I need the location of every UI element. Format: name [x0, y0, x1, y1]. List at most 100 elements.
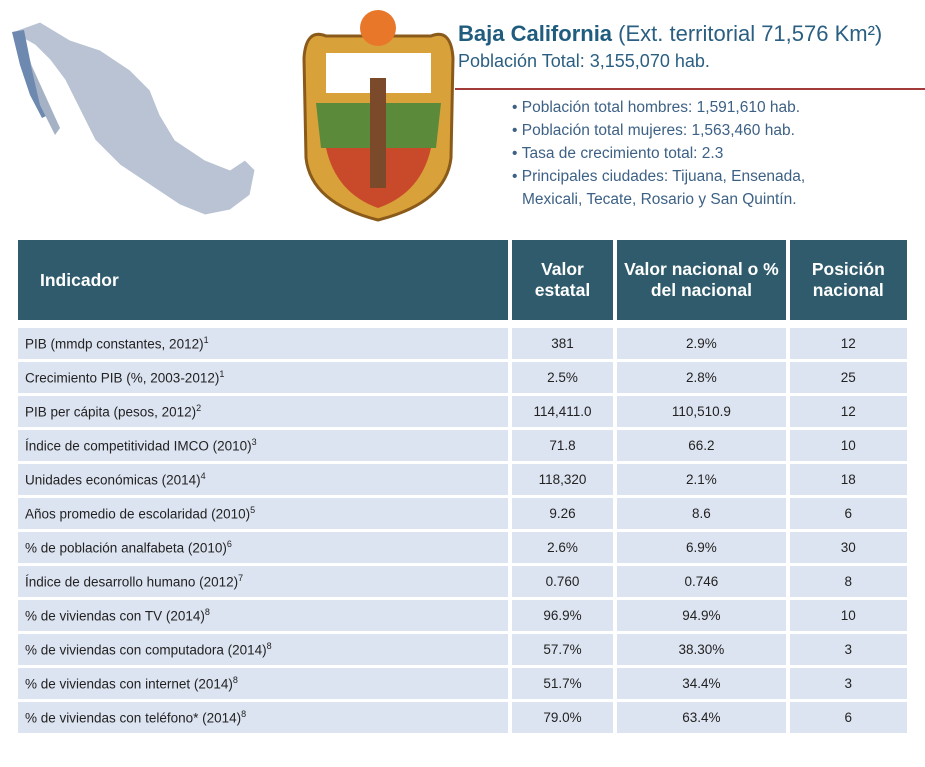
value-cell: 63.4% — [617, 702, 786, 733]
value-cell: 8.6 — [617, 498, 786, 529]
value-cell: 6 — [789, 498, 907, 529]
value-cell: 51.7% — [511, 668, 614, 699]
table-row: % de viviendas con TV (2014)8 96.9% 94.9% 1… — [18, 600, 907, 631]
value-cell: 12 — [789, 328, 907, 359]
indicator-cell: % de viviendas con internet (2014)8 — [18, 668, 508, 699]
footnote-ref: 7 — [238, 573, 244, 584]
table-row: Crecimiento PIB (%, 2003-2012)1 2.5% 2.8% 2… — [18, 362, 907, 393]
value-cell: 25 — [789, 362, 907, 393]
column-header: Valor nacional o % del nacional — [617, 240, 786, 320]
indicator-label: PIB (mmdp constantes, 2012) — [25, 336, 204, 352]
value-cell: 2.9% — [617, 328, 786, 359]
indicator-label: % de viviendas con TV (2014) — [25, 608, 205, 624]
value-cell: 96.9% — [511, 600, 614, 631]
header-row: Indicador Valor estatal Valor nacional o %… — [18, 240, 907, 320]
footnote-ref: 1 — [203, 335, 209, 346]
footnote-ref: 4 — [200, 471, 206, 482]
column-header: Indicador — [18, 240, 508, 320]
table-row: % de viviendas con teléfono* (2014)8 79.0… — [18, 702, 907, 733]
table-row: Índice de competitividad IMCO (2010)3 71.… — [18, 430, 907, 461]
value-cell: 6 — [789, 702, 907, 733]
table-row: % de viviendas con computadora (2014)8 57… — [18, 634, 907, 665]
value-cell: 3 — [789, 634, 907, 665]
indicator-cell: PIB per cápita (pesos, 2012)2 — [18, 396, 508, 427]
footnote-ref: 6 — [226, 539, 232, 550]
indicator-label: % de viviendas con teléfono* (2014) — [25, 710, 242, 726]
indicator-label: Unidades económicas (2014) — [25, 472, 201, 488]
bullet-list: Población total hombres: 1,591,610 hab. P… — [512, 96, 806, 211]
indicator-label: % de viviendas con computadora (2014) — [25, 642, 267, 658]
table-row: % de población analfabeta (2010)6 2.6% 6.9… — [18, 532, 907, 563]
subtitle: (Ext. territorial 71,576 Km²) — [618, 21, 883, 46]
bullet: Principales ciudades: Tijuana, Ensenada, — [512, 165, 806, 188]
divider — [455, 88, 925, 90]
footnote-ref: 8 — [266, 641, 272, 652]
indicator-cell: Índice de competitividad IMCO (2010)3 — [18, 430, 508, 461]
table-row: Unidades económicas (2014)4 118,320 2.1% 18 — [18, 464, 907, 495]
indicator-label: Índice de competitividad IMCO (2010) — [25, 438, 252, 454]
value-cell: 30 — [789, 532, 907, 563]
value-cell: 94.9% — [617, 600, 786, 631]
map-of-mexico — [10, 21, 256, 216]
baja-sur — [30, 62, 60, 135]
bullet: Población total hombres: 1,591,610 hab. — [512, 96, 805, 119]
indicator-cell: Años promedio de escolaridad (2010)5 — [18, 498, 508, 529]
indicator-cell: % de viviendas con teléfono* (2014)8 — [18, 702, 508, 733]
table-row: PIB per cápita (pesos, 2012)2 114,411.0 11… — [18, 396, 907, 427]
value-cell: 110,510.9 — [617, 396, 786, 427]
indicator-cell: % de población analfabeta (2010)6 — [18, 532, 508, 563]
title: Baja California — [458, 21, 613, 46]
table-row: % de viviendas con internet (2014)8 51.7%… — [18, 668, 907, 699]
footnote-ref: 5 — [250, 505, 256, 516]
coat-of-arms — [302, 10, 455, 222]
population: Población Total: 3,155,070 hab. — [458, 51, 710, 71]
indicator-cell: Unidades económicas (2014)4 — [18, 464, 508, 495]
value-cell: 2.8% — [617, 362, 786, 393]
indicator-cell: Crecimiento PIB (%, 2003-2012)1 — [18, 362, 508, 393]
indicator-label: Años promedio de escolaridad (2010) — [25, 506, 251, 522]
indicator-cell: Índice de desarrollo humano (2012)7 — [18, 566, 508, 597]
indicator-label: % de viviendas con internet (2014) — [25, 676, 233, 692]
table-body: PIB (mmdp constantes, 2012)1 381 2.9% 12 Cre… — [18, 323, 907, 733]
indicator-table: Indicador Valor estatal Valor nacional o %… — [14, 237, 911, 736]
indicator-cell: PIB (mmdp constantes, 2012)1 — [18, 328, 508, 359]
indicator-label: Índice de desarrollo humano (2012) — [25, 574, 239, 590]
value-cell: 0.746 — [617, 566, 786, 597]
table-row: Años promedio de escolaridad (2010)5 9.26… — [18, 498, 907, 529]
value-cell: 10 — [789, 600, 907, 631]
value-cell: 10 — [789, 430, 907, 461]
footnote-ref: 2 — [196, 403, 202, 414]
mexico-shape — [10, 21, 256, 216]
table-row: Índice de desarrollo humano (2012)7 0.760… — [18, 566, 907, 597]
value-cell: 57.7% — [511, 634, 614, 665]
value-cell: 381 — [511, 328, 614, 359]
bullet: Mexicali, Tecate, Rosario y San Quintín. — [522, 191, 797, 208]
table-row: PIB (mmdp constantes, 2012)1 381 2.9% 12 — [18, 328, 907, 359]
footnote-ref: 8 — [204, 607, 210, 618]
value-cell: 38.30% — [617, 634, 786, 665]
spacer-cell — [18, 323, 907, 325]
indicator-label: PIB per cápita (pesos, 2012) — [25, 404, 197, 420]
value-cell: 8 — [789, 566, 907, 597]
column-header: Posición nacional — [789, 240, 907, 320]
value-cell: 114,411.0 — [511, 396, 614, 427]
value-cell: 6.9% — [617, 532, 786, 563]
value-cell: 18 — [789, 464, 907, 495]
value-cell: 12 — [789, 396, 907, 427]
bullet: Tasa de crecimiento total: 2.3 — [512, 142, 805, 165]
footnote-ref: 8 — [232, 675, 238, 686]
footnote-ref: 3 — [251, 437, 257, 448]
footnote-ref: 8 — [241, 709, 247, 720]
footnote-ref: 1 — [219, 369, 225, 380]
value-cell: 2.5% — [511, 362, 614, 393]
column-header: Valor estatal — [511, 240, 614, 320]
value-cell: 66.2 — [617, 430, 786, 461]
title-line: Baja California (Ext. territorial 71,576… — [458, 20, 925, 48]
value-cell: 9.26 — [511, 498, 614, 529]
value-cell: 2.6% — [511, 532, 614, 563]
value-cell: 118,320 — [511, 464, 614, 495]
indicator-label: Crecimiento PIB (%, 2003-2012) — [25, 370, 220, 386]
value-cell: 3 — [789, 668, 907, 699]
value-cell: 34.4% — [617, 668, 786, 699]
